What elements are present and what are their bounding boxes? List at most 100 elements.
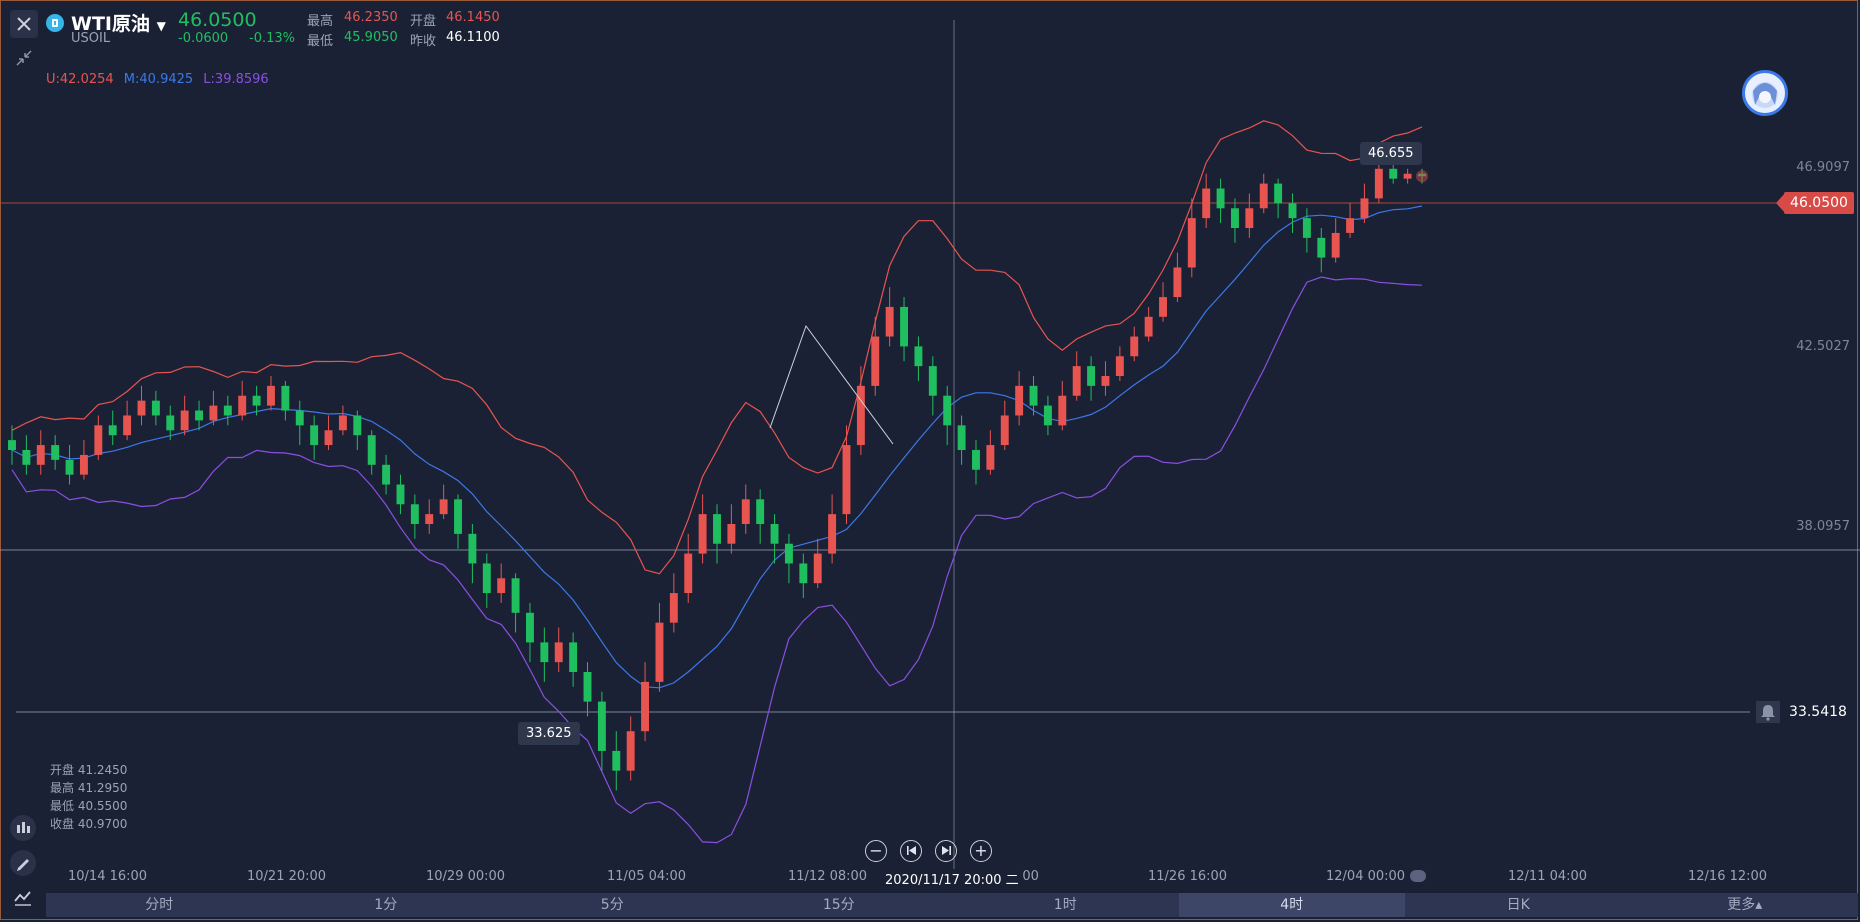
jump-start-button[interactable] — [900, 840, 922, 862]
candle — [526, 602, 534, 663]
candle-body — [36, 445, 45, 465]
candle-body — [554, 642, 563, 663]
bollinger-readout: U:42.0254 M:40.9425 L:39.8596 — [46, 72, 269, 87]
jump-end-button[interactable] — [935, 840, 957, 862]
x-axis-label: 12/16 12:00 — [1688, 869, 1768, 884]
boll-middle-line — [11, 205, 1423, 689]
plus-icon: + — [974, 841, 988, 860]
tab-timeframe[interactable]: 1时 — [1053, 897, 1077, 913]
candle-body — [1360, 198, 1369, 219]
tab-timeframe[interactable]: 4时 — [1178, 893, 1405, 917]
candle-body — [871, 336, 880, 386]
candle-body — [943, 395, 952, 426]
candle-body — [813, 553, 822, 584]
close-button[interactable] — [10, 10, 38, 38]
minus-icon: − — [869, 841, 883, 860]
candle-body — [439, 499, 448, 515]
candle-body — [641, 681, 650, 732]
candle — [324, 415, 333, 450]
candle — [180, 395, 189, 436]
tab-timeframe[interactable]: 分时 — [145, 897, 174, 913]
candle — [957, 415, 966, 465]
tab-timeframe[interactable]: 日K — [1506, 897, 1530, 913]
candle — [238, 380, 247, 421]
candle — [756, 489, 765, 544]
symbol-icon — [46, 14, 64, 32]
avatar[interactable] — [1742, 70, 1788, 116]
symbol-name[interactable]: WTI原油 ▼ — [71, 13, 166, 35]
skip-forward-icon — [941, 846, 951, 855]
tab-timeframe[interactable]: 5分 — [600, 897, 624, 913]
scroll-handle[interactable] — [1410, 870, 1426, 882]
indicator-tool-button[interactable] — [10, 815, 36, 841]
candle — [382, 454, 391, 495]
candle-body — [79, 454, 88, 475]
candle-body — [1159, 297, 1167, 317]
candle-body — [1216, 188, 1225, 209]
candle-tool-icon — [17, 822, 30, 833]
candle — [137, 385, 146, 426]
collapse-button[interactable] — [10, 44, 38, 72]
candle-body — [367, 435, 376, 465]
close-icon — [17, 17, 31, 31]
candle — [1159, 282, 1167, 322]
candle-body — [338, 415, 347, 431]
candle-body — [295, 410, 304, 426]
candle — [641, 662, 650, 742]
price-tag-arrow — [1776, 192, 1786, 214]
candle-body — [1245, 208, 1254, 228]
candle-body — [799, 563, 808, 584]
bell-icon — [1761, 705, 1775, 721]
line-tool-button[interactable] — [10, 885, 36, 911]
candle — [741, 484, 750, 534]
candle — [727, 504, 736, 554]
candle-body — [310, 425, 319, 446]
chevron-down-icon[interactable]: ▼ — [156, 19, 166, 33]
candle-body — [252, 395, 261, 406]
candle — [108, 410, 117, 446]
candle-body — [1072, 366, 1081, 396]
tab-timeframe[interactable]: 更多▴ — [1727, 897, 1763, 913]
zoom-out-button[interactable]: − — [865, 840, 887, 862]
candle-body — [1144, 316, 1153, 337]
x-axis-label: 11/05 04:00 — [607, 869, 687, 884]
candle — [928, 356, 937, 416]
candle-body — [195, 410, 203, 421]
candle — [813, 538, 822, 589]
candle-body — [669, 593, 678, 623]
open-value: 46.1450 — [446, 10, 500, 25]
candle-body — [1389, 168, 1398, 179]
candle — [1274, 178, 1283, 219]
price-change-pct: -0.13% — [249, 31, 295, 46]
zoom-in-button[interactable]: + — [970, 840, 992, 862]
candle — [583, 662, 592, 717]
candle-body — [123, 415, 132, 436]
min-callout: 33.625 — [518, 722, 580, 745]
y-axis-label: 42.5027 — [1796, 339, 1850, 354]
candle — [856, 366, 865, 455]
draw-tool-button[interactable] — [10, 850, 36, 876]
candle — [482, 553, 491, 608]
candle-body — [583, 672, 592, 702]
candle-body — [1346, 218, 1355, 233]
shrink-icon — [16, 50, 32, 66]
candle-body — [900, 306, 908, 347]
tab-timeframe[interactable]: 1分 — [374, 897, 398, 913]
candle — [1029, 376, 1038, 416]
candle-body — [597, 701, 606, 751]
tab-timeframe[interactable]: 15分 — [822, 897, 855, 913]
candle-body — [425, 514, 434, 524]
candle — [597, 691, 606, 771]
candle-body — [267, 385, 275, 406]
pencil-icon — [17, 859, 29, 871]
candle-body — [856, 385, 865, 446]
candle — [612, 731, 621, 791]
candle-body — [914, 346, 923, 367]
candle — [123, 400, 132, 441]
candle — [295, 400, 304, 446]
candle-body — [238, 395, 247, 416]
high-label: 最高 — [307, 14, 334, 29]
candle-body — [223, 405, 232, 416]
alert-button[interactable] — [1756, 701, 1780, 723]
